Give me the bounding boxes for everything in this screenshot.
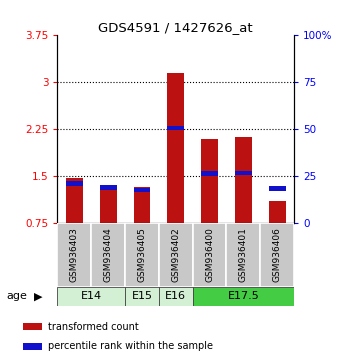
Bar — [134, 188, 150, 192]
Bar — [100, 185, 117, 189]
Bar — [167, 73, 184, 223]
Text: GSM936402: GSM936402 — [171, 228, 180, 282]
Bar — [159, 223, 193, 287]
Text: GSM936406: GSM936406 — [273, 227, 282, 282]
Bar — [167, 126, 184, 130]
Text: GSM936405: GSM936405 — [138, 227, 146, 282]
Text: E14: E14 — [81, 291, 102, 302]
Bar — [23, 323, 42, 330]
Bar — [235, 137, 252, 223]
Text: GSM936401: GSM936401 — [239, 227, 248, 282]
Text: GSM936400: GSM936400 — [205, 227, 214, 282]
Text: GSM936404: GSM936404 — [104, 228, 113, 282]
Bar — [23, 343, 42, 350]
Text: percentile rank within the sample: percentile rank within the sample — [48, 341, 213, 351]
Text: GSM936403: GSM936403 — [70, 227, 79, 282]
Bar — [100, 185, 117, 223]
Bar — [269, 187, 286, 191]
Text: transformed count: transformed count — [48, 322, 139, 332]
Bar — [260, 223, 294, 287]
Bar — [125, 223, 159, 287]
Text: age: age — [7, 291, 28, 301]
Bar — [201, 171, 218, 176]
Text: E15: E15 — [131, 291, 152, 302]
Bar — [193, 287, 294, 306]
Bar — [193, 223, 226, 287]
Bar — [159, 287, 193, 306]
Bar — [57, 223, 91, 287]
Title: GDS4591 / 1427626_at: GDS4591 / 1427626_at — [98, 21, 253, 34]
Bar — [66, 178, 83, 223]
Text: E17.5: E17.5 — [227, 291, 259, 302]
Bar — [66, 182, 83, 186]
Bar — [125, 287, 159, 306]
Bar — [57, 287, 125, 306]
Text: E16: E16 — [165, 291, 186, 302]
Bar — [269, 201, 286, 223]
Text: ▶: ▶ — [34, 291, 42, 301]
Bar — [226, 223, 260, 287]
Bar — [201, 139, 218, 223]
Bar — [235, 171, 252, 175]
Bar — [134, 187, 150, 223]
Bar — [91, 223, 125, 287]
